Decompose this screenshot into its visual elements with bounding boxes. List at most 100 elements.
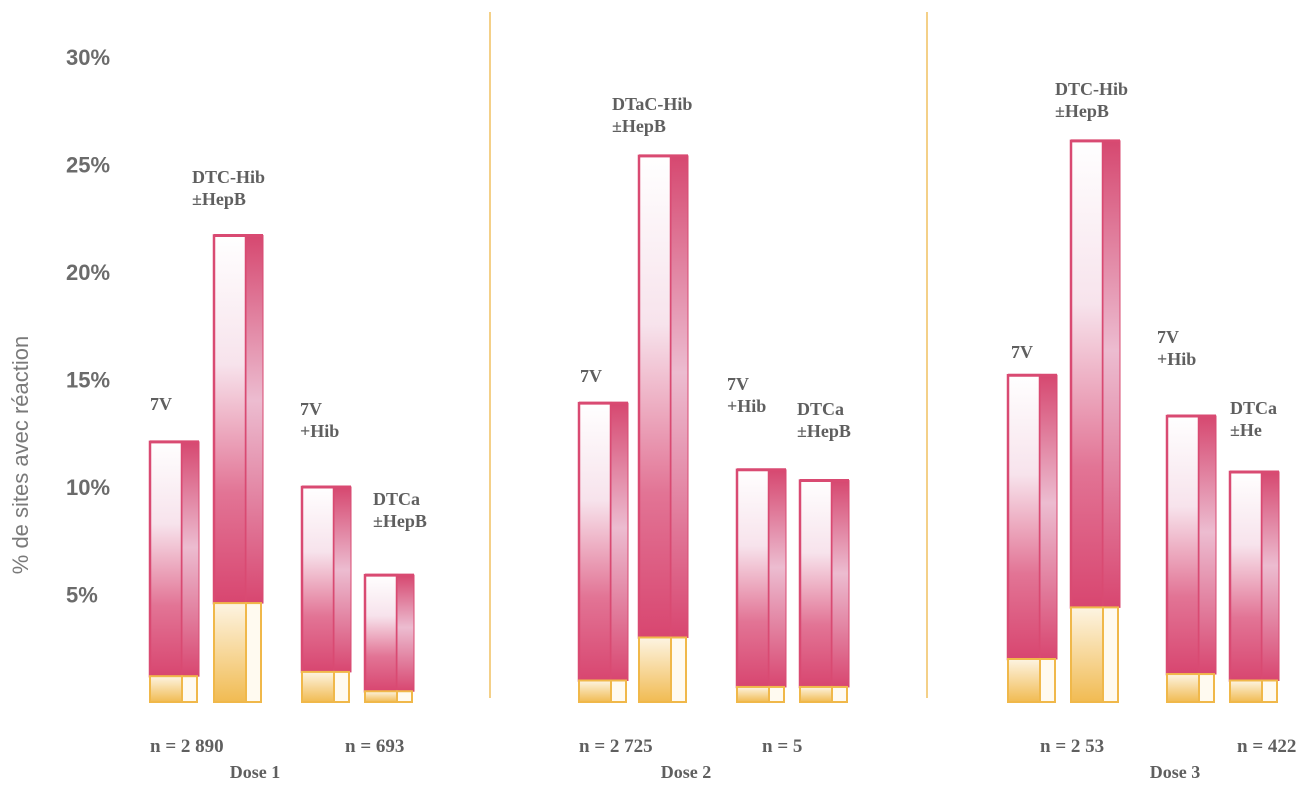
bar [1069,139,1121,704]
bar [1006,373,1058,703]
bar-lower-front [638,636,672,703]
bar [212,233,264,703]
bar-lower-side [396,690,413,703]
bar-lower-front [1166,673,1200,703]
bar [577,401,629,703]
n-label: n = 2 725 [579,736,653,757]
n-label: n = 5 [762,736,802,757]
bar-front [212,234,248,605]
bar-front [1006,373,1042,661]
bar-lower-side [1198,673,1215,703]
bar-lower-front [1070,606,1104,704]
n-label: n = 422 [1237,736,1296,757]
bar-lower-side [1039,658,1056,703]
n-label: n = 2 53 [1040,736,1104,757]
y-axis: 5% 10% 15% 20% 25% 30% % de sites avec réactio… [8,45,110,608]
bar-lower-side [181,675,198,704]
bar-lower-side [831,685,848,704]
bar [148,440,200,704]
bar-label: ±HepB [797,421,851,441]
bar-label: DTCa [1230,398,1277,418]
bar-side [181,441,200,677]
dose-label: Dose 1 [230,762,281,782]
bar-label: ±HepB [1055,101,1109,121]
y-tick-label: 15% [66,368,110,393]
bar-front [1165,414,1201,676]
bar-lower-front [799,685,833,704]
bar-label: ±HepB [612,116,666,136]
bar-lower-side [245,602,262,703]
bar-side [831,480,850,688]
bar [1228,470,1280,703]
y-tick-label: 25% [66,153,110,178]
bar-side [670,155,689,638]
bar-front [577,401,613,682]
bar-front [148,440,184,678]
bar-side [396,574,415,692]
y-tick-label: 5% [66,583,98,608]
bar-label: ±HepB [192,189,246,209]
bar-label: +Hib [727,396,766,416]
bar-front [1069,139,1105,609]
y-tick-label: 30% [66,45,110,70]
bar-lower-side [333,670,350,704]
bar-front [735,468,771,689]
group-separators [489,12,928,698]
bar-label: DTC-Hib [1055,79,1128,99]
bar-label: DTCa [373,489,420,509]
bar-side [610,402,629,681]
bar-side [245,234,264,604]
bar-side [1039,374,1058,660]
bar-label: 7V [1011,342,1033,362]
bar-side [1261,471,1280,682]
bar-lower-front [1229,679,1263,703]
bar [300,485,352,704]
bar [1165,414,1217,703]
bar-label: +Hib [300,421,339,441]
bar-lower-front [149,675,183,704]
bar-label: DTCa [797,399,844,419]
bar-lower-front [364,690,398,703]
bar-label: DTC-Hib [192,167,265,187]
bar-label: 7V [150,394,172,414]
bar-lower-front [1007,658,1041,703]
n-label: n = 2 890 [150,736,224,757]
bars [148,139,1280,704]
bar-side [1198,415,1217,675]
bar-side [333,486,352,673]
bar-lower-front [736,685,770,704]
bar-label: ±He [1230,420,1262,440]
y-tick-label: 10% [66,475,110,500]
bar-lower-side [1102,606,1119,704]
bar-front [300,485,336,674]
y-tick-label: 20% [66,260,110,285]
bar-lower-front [301,670,335,704]
bar-front [637,154,673,639]
bar-front [363,573,399,693]
bar-front [798,479,834,689]
bar-lower-side [670,636,687,703]
bar-lower-front [213,602,247,703]
bar-label: 7V [1157,327,1179,347]
dose-label: Dose 3 [1150,762,1201,782]
bar-side [1102,140,1121,608]
bar-label: ±HepB [373,511,427,531]
y-axis-label: % de sites avec réaction [8,336,33,574]
bar-label: DTaC-Hib [612,94,692,114]
bar-label: +Hib [1157,349,1196,369]
bar-label: 7V [300,399,322,419]
bar-lower-side [1261,679,1278,703]
bar-label: 7V [727,374,749,394]
bar-front [1228,470,1264,682]
dose-label: Dose 2 [661,762,712,782]
bar [637,154,689,703]
bar-lower-side [768,685,785,704]
bar-lower-front [578,679,612,703]
bar [735,468,787,704]
bar-label: 7V [580,366,602,386]
bar [798,479,850,704]
bar-side [768,469,787,688]
bar-lower-side [610,679,627,703]
